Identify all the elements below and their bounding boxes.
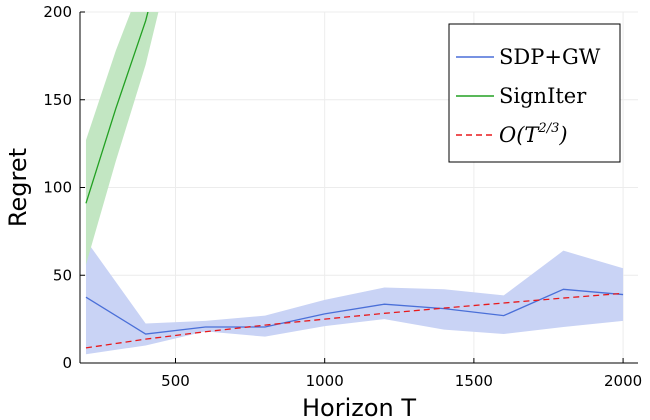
axis-ticks: 500 1000 1500 2000 0 50 100 150 200 xyxy=(43,3,642,390)
x-tick-label-1: 1000 xyxy=(306,372,344,390)
y-tick-label-3: 150 xyxy=(43,91,72,109)
legend-label-0: SDP+GW xyxy=(499,45,601,69)
legend-label-1: SignIter xyxy=(499,84,587,108)
confidence-bands xyxy=(85,12,624,355)
legend: SDP+GW SignIter O(T2/3) xyxy=(448,23,621,163)
line-series-1 xyxy=(85,12,149,204)
series-lines xyxy=(85,12,624,349)
x-axis-title: Horizon T xyxy=(302,394,416,420)
legend-label-2: O(T2/3) xyxy=(499,121,568,147)
band-series-1 xyxy=(85,12,159,265)
band-series-0 xyxy=(85,240,624,355)
y-tick-label-0: 0 xyxy=(62,354,72,372)
y-tick-label-2: 100 xyxy=(43,179,72,197)
y-tick-label-1: 50 xyxy=(53,266,72,284)
y-tick-label-4: 200 xyxy=(43,3,72,21)
x-tick-label-0: 500 xyxy=(161,372,190,390)
legend-box xyxy=(448,23,621,163)
y-axis-title: Regret xyxy=(4,148,32,227)
line-series-0 xyxy=(85,288,624,335)
x-tick-label-3: 2000 xyxy=(604,372,642,390)
x-tick-label-2: 1500 xyxy=(455,372,493,390)
line-series-2 xyxy=(85,292,624,349)
